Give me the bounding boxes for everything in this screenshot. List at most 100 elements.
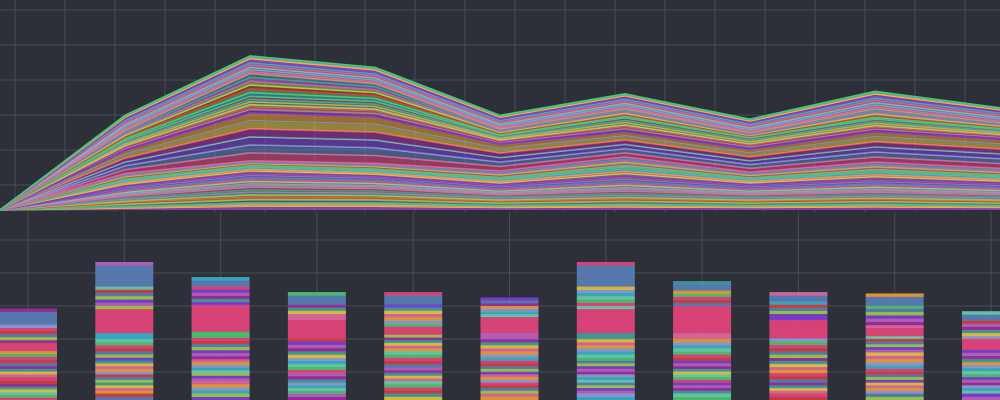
bar-segment-6-series-4 (576, 357, 635, 361)
bar-segment-5-series-4 (480, 357, 539, 361)
bar-segment-7-series-3 (673, 360, 732, 364)
bar-segment-2-series-2 (191, 372, 250, 376)
bar-segment-7-series-5 (673, 320, 732, 325)
bar-segment-0-series-5 (0, 350, 57, 354)
bar-segment-9-series-6 (865, 321, 924, 326)
bar-segment-1-series-5 (95, 329, 154, 334)
bar-segment-6-series-5 (576, 332, 635, 337)
bar-segment-2-series-6 (191, 292, 250, 296)
bar-segment-6-series-7 (576, 277, 635, 281)
bar-segment-1-series-7 (95, 268, 154, 272)
bar-segment-5-series-0 (480, 393, 539, 397)
bar-segment-9-series-7 (865, 305, 924, 309)
bar-segment-6-series-7 (576, 286, 635, 290)
bar-segment-9-series-7 (865, 296, 924, 300)
bar-segment-2-series-3 (191, 364, 250, 368)
bar-segment-4-series-4 (384, 339, 443, 344)
bar-segment-2-series-5 (191, 313, 250, 317)
bar-segment-2-series-4 (191, 346, 250, 351)
bar-segment-6-series-5 (576, 317, 635, 322)
bar-segment-1-series-5 (95, 308, 154, 313)
bar-segment-1-series-3 (95, 360, 154, 364)
bar-segment-5-series-0 (480, 396, 539, 400)
bar-segment-0-series-7 (0, 324, 57, 328)
area-line-series-6 (0, 95, 1000, 211)
bar-segment-10-series-1 (962, 387, 1000, 391)
bar-segment-8-series-6 (769, 313, 828, 318)
bar-segment-0-series-6 (0, 333, 57, 338)
bar-segment-5-series-3 (480, 371, 539, 375)
bar-segment-8-series-3 (769, 363, 828, 368)
bar-segment-8-series-4 (769, 344, 828, 349)
bar-segment-0-series-4 (0, 362, 57, 367)
bar-segment-2-series-1 (191, 383, 250, 388)
bar-segment-6-series-7 (576, 262, 635, 266)
bar-segment-4-series-3 (384, 357, 443, 362)
bar-segment-0-series-2 (0, 376, 57, 381)
bar-segment-4-series-6 (384, 313, 443, 318)
bar-segment-4-series-3 (384, 363, 443, 368)
bar-segment-7-series-5 (673, 314, 732, 319)
bar-segment-8-series-3 (769, 366, 828, 371)
bar-segment-3-series-3 (287, 366, 346, 371)
bar-segment-2-series-5 (191, 307, 250, 311)
bar-segment-6-series-7 (576, 283, 635, 287)
bar-segment-9-series-2 (865, 371, 924, 375)
bar-segment-9-series-7 (865, 293, 924, 297)
bar-segment-4-series-5 (384, 323, 443, 327)
bar-segment-5-series-1 (480, 390, 539, 394)
area-line-series-7 (0, 84, 1000, 211)
bar-segment-4-series-2 (384, 375, 443, 379)
bar-segment-9-series-3 (865, 362, 924, 366)
bar-segment-5-series-4 (480, 351, 539, 355)
bar-segment-3-series-6 (287, 313, 346, 318)
bar-segment-0-series-5 (0, 342, 57, 346)
bar-segment-5-series-2 (480, 379, 539, 383)
bar-segment-7-series-0 (673, 396, 732, 400)
bar-segment-10-series-7 (962, 311, 1000, 315)
bar-segment-7-series-5 (673, 305, 732, 310)
bar-segment-0-series-4 (0, 353, 57, 358)
bar-segment-10-series-4 (962, 355, 1000, 360)
bar-segment-7-series-3 (673, 363, 732, 367)
bar-segment-8-series-5 (769, 332, 828, 336)
bar-segment-6-series-5 (576, 308, 635, 313)
bar-segment-7-series-4 (673, 338, 732, 343)
bar-segment-5-series-4 (480, 345, 539, 349)
bar-segment-5-series-1 (480, 382, 539, 386)
bar-segment-5-series-7 (480, 297, 539, 301)
bar-segment-5-series-5 (480, 316, 539, 321)
bar-segment-6-series-4 (576, 345, 635, 349)
bar-segment-7-series-6 (673, 296, 732, 300)
stacked-area-chart (0, 55, 1000, 211)
bar-segment-6-series-3 (576, 368, 635, 372)
bar-segment-10-series-2 (962, 382, 1000, 386)
bar-segment-6-series-4 (576, 338, 635, 343)
bar-segment-5-series-4 (480, 335, 539, 340)
bar-segment-7-series-3 (673, 371, 732, 375)
bar-segment-7-series-6 (673, 293, 732, 297)
bar-segment-10-series-3 (962, 370, 1000, 375)
bar-segment-5-series-3 (480, 363, 539, 367)
bar-segment-2-series-5 (191, 325, 250, 329)
bar-segment-6-series-2 (576, 374, 635, 378)
bar-segment-1-series-5 (95, 317, 154, 322)
bar-segment-1-series-0 (95, 396, 154, 400)
bar-segment-1-series-7 (95, 283, 154, 287)
stacked-bar-chart (0, 262, 1000, 400)
bar-segment-1-series-2 (95, 379, 154, 383)
area-line-series-5 (0, 119, 1000, 211)
bar-segment-6-series-4 (576, 351, 635, 355)
bar-segment-1-series-4 (95, 338, 154, 343)
bar-segment-7-series-4 (673, 357, 732, 361)
bar-segment-5-series-5 (480, 332, 539, 337)
bar-segment-2-series-4 (191, 355, 250, 360)
bar-segment-8-series-6 (769, 304, 828, 308)
bar-segment-3-series-1 (287, 382, 346, 386)
bar-segment-6-series-1 (576, 390, 635, 394)
bar-segment-4-series-5 (384, 334, 443, 338)
bar-segment-5-series-5 (480, 319, 539, 324)
bar-segment-7-series-5 (673, 323, 732, 328)
bar-segment-0-series-1 (0, 386, 57, 390)
bar-segment-2-series-3 (191, 367, 250, 371)
